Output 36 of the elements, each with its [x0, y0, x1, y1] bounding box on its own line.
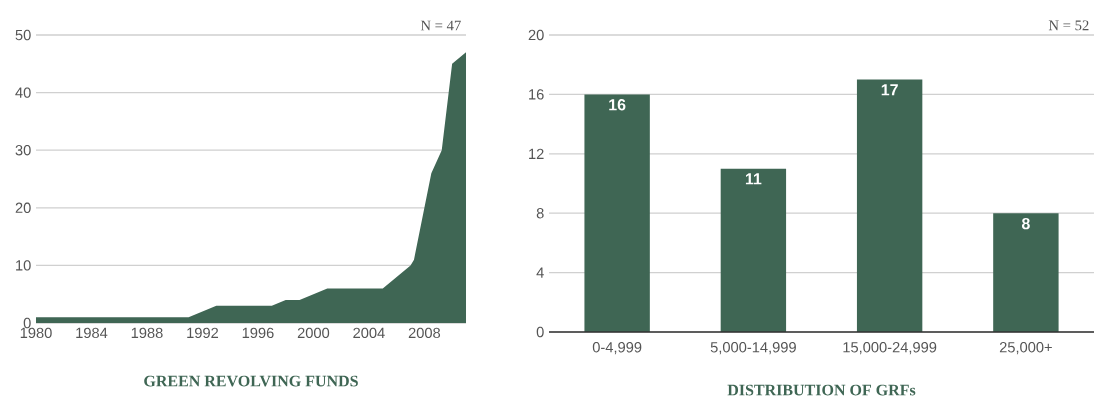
bar: [993, 213, 1059, 332]
x-tick-label: 1992: [187, 327, 219, 339]
x-tick-label: 1980: [20, 327, 52, 339]
x-tick-label: 2000: [297, 327, 330, 339]
y-tick-label: 20: [528, 29, 544, 41]
data-label: 11: [745, 173, 762, 185]
bar: [720, 168, 787, 332]
x-tick-label: 5,000-14,999: [710, 342, 796, 355]
data-label: 16: [609, 99, 626, 111]
y-tick-label: 8: [536, 208, 544, 219]
data-label: 17: [881, 84, 898, 96]
x-tick-label: 25,000+: [999, 342, 1052, 355]
y-tick-label: 16: [529, 89, 544, 100]
x-tick-label: 1996: [242, 327, 274, 339]
text: GREEN REVOLVING FUNDS: [144, 375, 358, 387]
y-tick-label: 10: [16, 260, 31, 271]
text: N = 52: [1048, 20, 1089, 31]
y-tick-label: 0: [536, 326, 544, 338]
y-tick-label: 0: [23, 317, 31, 329]
y-tick-label: 12: [529, 148, 544, 159]
bar: [856, 79, 923, 332]
text: N = 47: [420, 20, 461, 31]
x-tick-label: 1984: [76, 327, 108, 339]
y-tick-label: 50: [15, 29, 31, 41]
x-tick-label: 2004: [353, 327, 385, 339]
x-tick-label: 2008: [408, 327, 441, 339]
y-tick-label: 30: [15, 145, 31, 156]
y-tick-label: 40: [15, 87, 31, 98]
x-tick-label: 15,000-24,999: [843, 342, 937, 355]
data-label: 8: [1021, 217, 1030, 230]
bar: [584, 94, 650, 332]
x-tick-label: 0-4,999: [592, 342, 642, 355]
text: DISTRIBUTION OF GRFs: [727, 384, 916, 396]
y-tick-label: 20: [15, 202, 31, 213]
y-tick-label: 4: [536, 267, 544, 278]
x-tick-label: 1988: [131, 327, 163, 339]
